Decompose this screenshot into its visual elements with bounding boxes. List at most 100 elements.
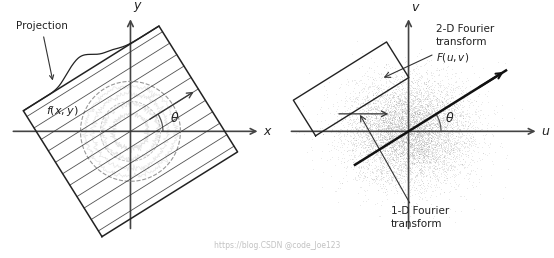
- Point: [397, 143, 406, 147]
- Point: [375, 178, 383, 182]
- Point: [445, 111, 454, 115]
- Point: [374, 103, 383, 108]
- Point: [388, 141, 397, 145]
- Point: [408, 98, 417, 102]
- Point: [419, 108, 428, 112]
- Point: [392, 139, 401, 143]
- Point: [409, 143, 418, 147]
- Point: [436, 141, 445, 146]
- Point: [449, 136, 458, 140]
- Point: [466, 101, 475, 106]
- Point: [417, 138, 426, 142]
- Point: [400, 108, 409, 112]
- Point: [450, 113, 459, 117]
- Point: [434, 118, 443, 122]
- Point: [386, 106, 394, 110]
- Point: [362, 153, 371, 157]
- Point: [398, 115, 407, 119]
- Point: [393, 189, 402, 193]
- Point: [418, 146, 427, 150]
- Point: [402, 147, 411, 151]
- Point: [449, 163, 458, 167]
- Point: [388, 165, 397, 169]
- Point: [376, 78, 384, 82]
- Point: [378, 190, 387, 194]
- Point: [351, 95, 360, 100]
- Point: [435, 130, 444, 134]
- Point: [432, 111, 440, 115]
- Point: [415, 138, 424, 142]
- Point: [409, 153, 418, 157]
- Point: [405, 89, 414, 93]
- Point: [384, 175, 393, 180]
- Point: [439, 100, 448, 104]
- Point: [391, 105, 399, 109]
- Point: [414, 119, 423, 123]
- Point: [444, 77, 453, 81]
- Point: [443, 131, 452, 135]
- Point: [411, 126, 419, 131]
- Point: [383, 141, 392, 145]
- Point: [348, 157, 357, 161]
- Point: [371, 174, 380, 178]
- Point: [396, 141, 404, 145]
- Point: [358, 130, 367, 134]
- Point: [382, 97, 391, 101]
- Point: [422, 154, 430, 158]
- Point: [433, 66, 442, 70]
- Point: [405, 124, 414, 128]
- Point: [440, 125, 449, 129]
- Point: [390, 200, 399, 204]
- Point: [437, 132, 445, 136]
- Point: [400, 91, 409, 95]
- Point: [383, 159, 392, 163]
- Point: [373, 85, 382, 90]
- Point: [455, 101, 464, 105]
- Point: [412, 146, 421, 150]
- Point: [352, 170, 361, 174]
- Point: [380, 115, 389, 119]
- Point: [455, 110, 464, 114]
- Point: [458, 139, 466, 143]
- Point: [398, 127, 407, 132]
- Point: [359, 125, 368, 129]
- Point: [390, 152, 399, 156]
- Point: [326, 130, 335, 134]
- Point: [452, 80, 460, 84]
- Point: [334, 179, 343, 183]
- Point: [359, 89, 368, 93]
- Point: [412, 148, 421, 152]
- Point: [434, 68, 443, 72]
- Point: [442, 100, 451, 104]
- Point: [398, 112, 407, 116]
- Point: [397, 120, 406, 124]
- Point: [399, 159, 408, 163]
- Point: [409, 108, 418, 112]
- Point: [378, 137, 387, 141]
- Point: [384, 135, 393, 139]
- Point: [434, 112, 443, 116]
- Point: [398, 136, 407, 140]
- Point: [414, 151, 423, 155]
- Point: [412, 129, 421, 133]
- Point: [414, 89, 423, 93]
- Point: [402, 155, 411, 159]
- Point: [386, 120, 395, 124]
- Point: [379, 122, 388, 126]
- Point: [465, 111, 474, 115]
- Point: [371, 118, 380, 122]
- Point: [480, 140, 489, 144]
- Point: [453, 147, 462, 151]
- Point: [411, 86, 419, 90]
- Point: [395, 132, 404, 136]
- Point: [379, 97, 388, 101]
- Point: [441, 108, 450, 112]
- Point: [449, 148, 458, 152]
- Point: [406, 125, 415, 130]
- Point: [423, 162, 432, 166]
- Point: [438, 78, 447, 82]
- Point: [417, 179, 426, 183]
- Point: [423, 96, 432, 100]
- Point: [444, 160, 453, 164]
- Point: [397, 103, 406, 107]
